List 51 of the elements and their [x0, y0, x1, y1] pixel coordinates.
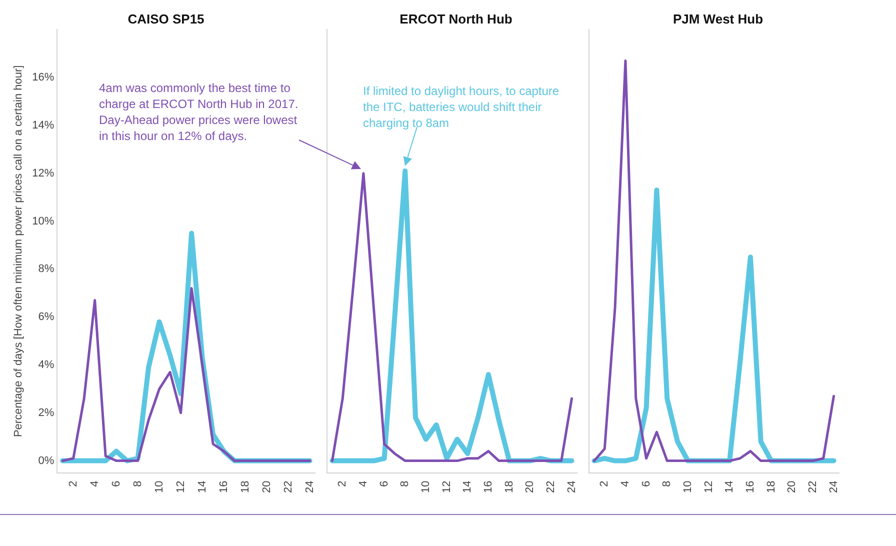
y-tick-label: 8%	[38, 263, 54, 276]
x-tick-label: 4	[619, 480, 632, 487]
x-tick-label: 4	[88, 480, 101, 487]
x-tick-label: 16	[482, 480, 494, 494]
x-tick-label: 8	[399, 480, 412, 487]
x-tick-label: 16	[218, 480, 230, 494]
x-tick-label: 24	[566, 480, 578, 494]
x-tick-label: 12	[440, 480, 453, 494]
x-tick-label: 12	[174, 480, 187, 494]
x-tick-label: 8	[661, 480, 674, 487]
y-tick-label: 16%	[32, 72, 54, 84]
x-tick-label: 14	[196, 480, 208, 494]
x-tick-label: 16	[744, 480, 756, 494]
x-tick-label: 18	[239, 480, 252, 494]
y-tick-label: 14%	[32, 119, 54, 132]
x-tick-label: 10	[420, 480, 432, 494]
x-tick-label: 18	[503, 480, 516, 494]
x-tick-label: 18	[765, 480, 778, 494]
x-tick-label: 22	[282, 480, 294, 494]
annotation: 4am was commonly the best time to charge at ERCOT North Hub in 2017. Day-Ahead power prices were lowest in this hour on 12% of days.	[99, 80, 300, 144]
x-tick-label: 14	[462, 480, 474, 494]
x-tick-label: 4	[357, 480, 370, 487]
annotation: If limited to daylight hours, to capture the ITC, batteries would shift their charging to 8am	[363, 83, 560, 131]
x-tick-label: 6	[378, 480, 390, 487]
x-tick-label: 12	[702, 480, 715, 494]
x-tick-label: 24	[828, 480, 840, 494]
x-tick-label: 2	[336, 480, 349, 487]
chart-title: ERCOT North Hub	[400, 11, 512, 26]
y-axis-title: Percentage of days [How often minimum power prices call on a certain hour]	[12, 65, 25, 438]
chart-title: PJM West Hub	[672, 11, 764, 26]
x-tick-label: 20	[524, 480, 536, 494]
x-tick-label: 22	[806, 480, 819, 494]
x-tick-label: 14	[724, 480, 736, 494]
x-tick-label: 24	[304, 480, 316, 494]
x-tick-label: 10	[153, 480, 166, 494]
y-tick-label: 10%	[32, 215, 54, 228]
x-tick-label: 8	[132, 480, 144, 487]
x-tick-label: 6	[640, 480, 652, 487]
y-tick-label: 12%	[32, 167, 54, 180]
x-tick-label: 6	[110, 480, 122, 487]
x-tick-label: 20	[260, 480, 273, 494]
chart-title: CAISO SP15	[128, 11, 204, 26]
y-tick-label: 0%	[38, 454, 54, 467]
x-tick-label: 10	[682, 480, 694, 494]
x-tick-label: 22	[544, 480, 557, 494]
y-tick-label: 6%	[38, 311, 54, 324]
y-tick-label: 4%	[38, 359, 54, 371]
y-tick-label: 2%	[38, 406, 54, 419]
x-tick-label: 2	[598, 480, 611, 487]
x-tick-label: 20	[786, 480, 798, 494]
x-tick-label: 2	[67, 480, 80, 487]
